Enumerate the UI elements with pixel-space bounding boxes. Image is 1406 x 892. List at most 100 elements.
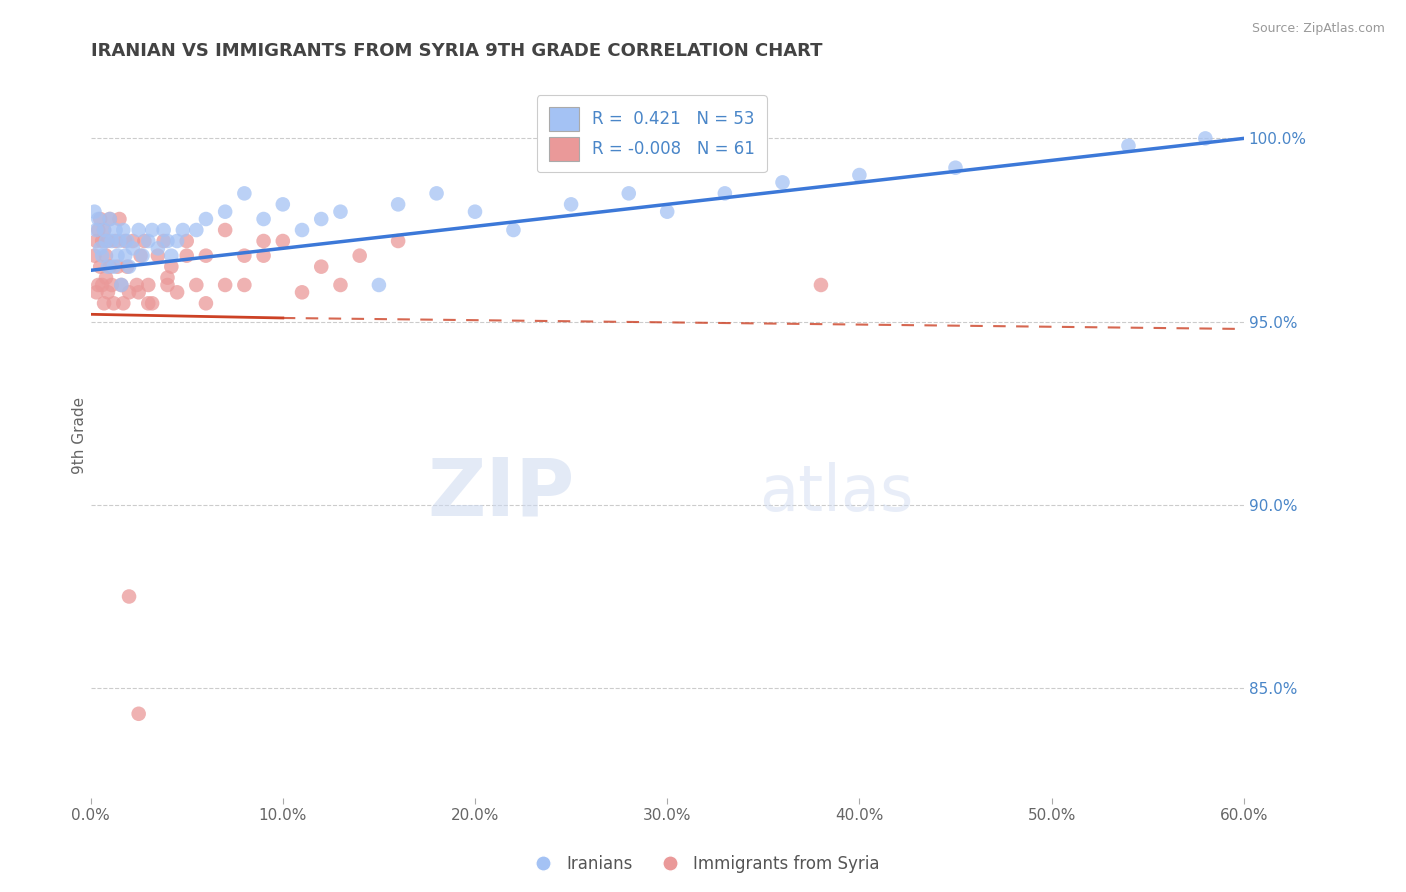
Point — [387, 234, 409, 248]
Point — [87, 223, 110, 237]
Point — [367, 277, 389, 292]
Point — [186, 277, 208, 292]
Point — [131, 249, 153, 263]
Point — [146, 249, 169, 263]
Point — [98, 212, 121, 227]
Point — [329, 204, 352, 219]
Point — [122, 241, 145, 255]
Point — [464, 204, 486, 219]
Point — [93, 296, 115, 310]
Point — [97, 234, 120, 248]
Point — [104, 223, 127, 237]
Point — [115, 260, 138, 274]
Point — [114, 234, 136, 248]
Point — [1194, 131, 1216, 145]
Point — [233, 186, 256, 201]
Point — [194, 212, 217, 227]
Point — [271, 197, 294, 211]
Point — [657, 204, 679, 219]
Point — [252, 249, 274, 263]
Point — [108, 212, 131, 227]
Point — [91, 249, 114, 263]
Point — [160, 260, 183, 274]
Point — [94, 249, 117, 263]
Point — [146, 241, 169, 255]
Point — [122, 234, 145, 248]
Point — [98, 260, 121, 274]
Point — [291, 223, 314, 237]
Point — [118, 260, 141, 274]
Point — [291, 285, 314, 300]
Text: ZIP: ZIP — [427, 454, 575, 533]
Point — [89, 212, 111, 227]
Point — [87, 212, 110, 227]
Point — [233, 277, 256, 292]
Point — [214, 277, 236, 292]
Point — [107, 260, 129, 274]
Point — [166, 234, 188, 248]
Point — [156, 234, 179, 248]
Point — [152, 234, 174, 248]
Point — [128, 223, 150, 237]
Point — [176, 249, 198, 263]
Point — [309, 260, 332, 274]
Point — [252, 212, 274, 227]
Point — [114, 249, 136, 263]
Point — [118, 285, 141, 300]
Text: IRANIAN VS IMMIGRANTS FROM SYRIA 9TH GRADE CORRELATION CHART: IRANIAN VS IMMIGRANTS FROM SYRIA 9TH GRA… — [90, 42, 823, 60]
Point — [129, 249, 152, 263]
Point — [110, 277, 132, 292]
Point — [1118, 138, 1140, 153]
Point — [103, 296, 125, 310]
Point — [110, 277, 132, 292]
Point — [94, 270, 117, 285]
Point — [387, 197, 409, 211]
Point — [152, 223, 174, 237]
Point — [772, 175, 794, 189]
Point — [93, 223, 115, 237]
Point — [617, 186, 640, 201]
Point — [166, 285, 188, 300]
Point — [128, 285, 150, 300]
Point — [98, 212, 121, 227]
Point — [134, 234, 156, 248]
Point — [194, 296, 217, 310]
Point — [194, 249, 217, 263]
Point — [125, 277, 148, 292]
Point — [714, 186, 737, 201]
Point — [83, 249, 105, 263]
Point — [104, 234, 127, 248]
Point — [93, 223, 115, 237]
Point — [107, 249, 129, 263]
Point — [86, 223, 108, 237]
Point — [89, 260, 111, 274]
Point — [141, 223, 163, 237]
Point — [349, 249, 371, 263]
Point — [156, 270, 179, 285]
Point — [108, 234, 131, 248]
Point — [945, 161, 967, 175]
Point — [141, 296, 163, 310]
Point — [136, 296, 159, 310]
Point — [156, 277, 179, 292]
Point — [502, 223, 524, 237]
Point — [86, 234, 108, 248]
Point — [172, 223, 194, 237]
Point — [271, 234, 294, 248]
Point — [100, 234, 122, 248]
Point — [91, 277, 114, 292]
Point — [136, 234, 159, 248]
Point — [100, 277, 122, 292]
Point — [560, 197, 582, 211]
Point — [86, 285, 108, 300]
Point — [309, 212, 332, 227]
Point — [97, 260, 120, 274]
Point — [91, 234, 114, 248]
Point — [848, 168, 870, 182]
Y-axis label: 9th Grade: 9th Grade — [72, 397, 87, 474]
Point — [136, 277, 159, 292]
Point — [160, 249, 183, 263]
Text: Source: ZipAtlas.com: Source: ZipAtlas.com — [1251, 22, 1385, 36]
Point — [112, 296, 135, 310]
Point — [214, 204, 236, 219]
